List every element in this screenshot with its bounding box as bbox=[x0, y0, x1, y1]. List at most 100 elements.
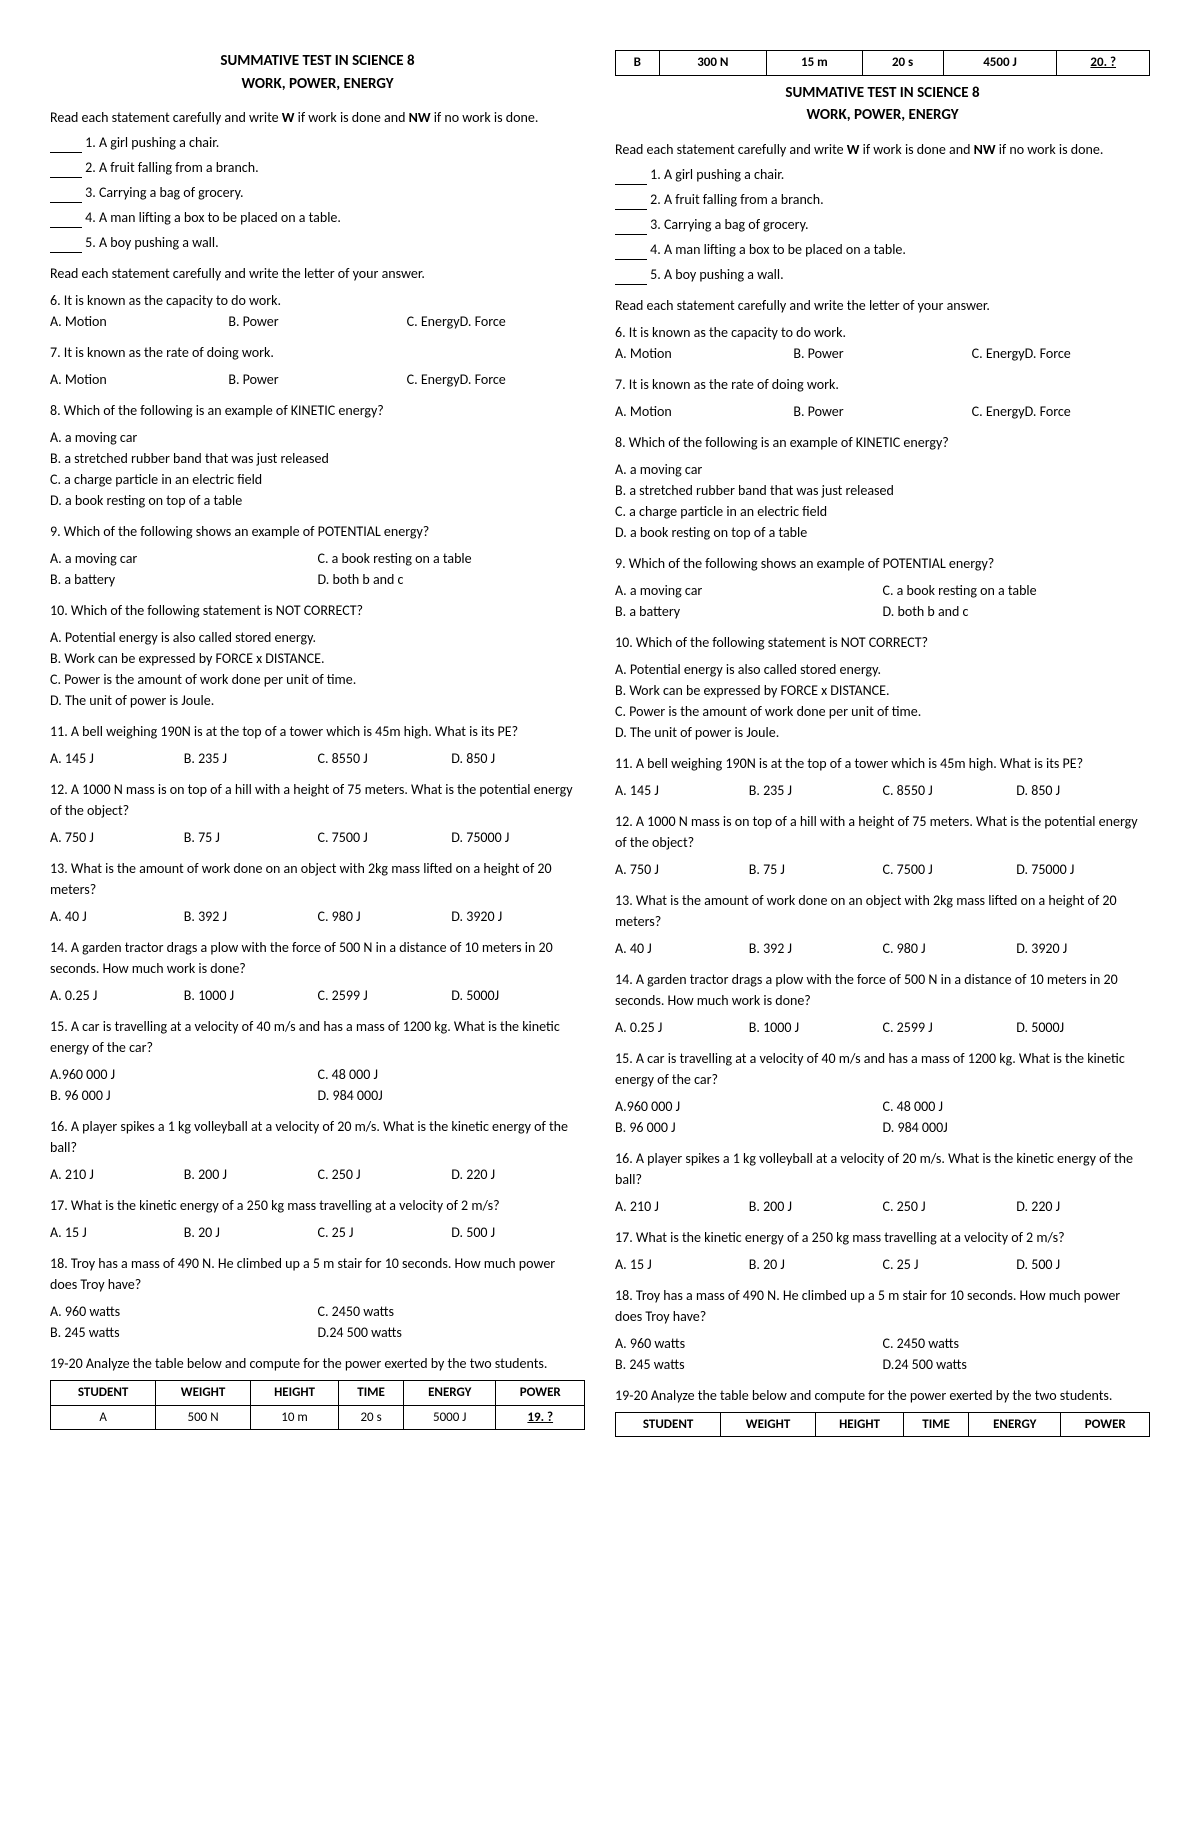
q12c: C. 7500 J bbox=[318, 827, 452, 848]
blank-3-r[interactable] bbox=[615, 234, 647, 235]
stmt-2-text-r: 2. A fruit falling from a branch. bbox=[647, 191, 824, 208]
q14: 14. A garden tractor drags a plow with t… bbox=[50, 937, 585, 979]
q10b-r: B. Work can be expressed by FORCE x DIST… bbox=[615, 680, 1150, 701]
q13d: D. 3920 J bbox=[451, 906, 585, 927]
blank-5-r[interactable] bbox=[615, 284, 647, 285]
q16-opts-r: A. 210 J B. 200 J C. 250 J D. 220 J bbox=[615, 1196, 1150, 1217]
q15d: D. 984 000J bbox=[318, 1085, 586, 1106]
cell-b-power: 20. ? bbox=[1057, 51, 1150, 76]
q17-r: 17. What is the kinetic energy of a 250 … bbox=[615, 1227, 1150, 1248]
subtitle: WORK, POWER, ENERGY bbox=[50, 73, 585, 96]
blank-4-r[interactable] bbox=[615, 259, 647, 260]
table-row-b-top: B 300 N 15 m 20 s 4500 J 20. ? bbox=[616, 51, 1150, 76]
q9c-r: C. a book resting on a table bbox=[883, 580, 1151, 601]
q15b-r: B. 96 000 J bbox=[615, 1117, 883, 1138]
q15-r: 15. A car is travelling at a velocity of… bbox=[615, 1048, 1150, 1090]
subtitle-r: WORK, POWER, ENERGY bbox=[615, 104, 1150, 127]
cell-b-time: 20 s bbox=[862, 51, 943, 76]
q12d: D. 75000 J bbox=[451, 827, 585, 848]
stmt-4: 4. A man lifting a box to be placed on a… bbox=[50, 207, 585, 228]
th-weight: WEIGHT bbox=[156, 1381, 251, 1406]
q12d-r: D. 75000 J bbox=[1016, 859, 1150, 880]
q17a-r: A. 15 J bbox=[615, 1254, 749, 1275]
th-energy: ENERGY bbox=[403, 1381, 496, 1406]
q9b: B. a battery bbox=[50, 569, 318, 590]
q11a-r: A. 145 J bbox=[615, 780, 749, 801]
q15a-r: A.960 000 J bbox=[615, 1096, 883, 1117]
left-column: SUMMATIVE TEST IN SCIENCE 8 WORK, POWER,… bbox=[50, 50, 585, 1437]
q9-opts-r: A. a moving car B. a battery C. a book r… bbox=[615, 580, 1150, 622]
q15c-r: C. 48 000 J bbox=[883, 1096, 1151, 1117]
q7-opts-r: A. Motion B. Power C. EnergyD. Force bbox=[615, 401, 1150, 422]
stmt-5-text: 5. A boy pushing a wall. bbox=[82, 234, 219, 251]
q14b: B. 1000 J bbox=[184, 985, 318, 1006]
q10a: A. Potential energy is also called store… bbox=[50, 627, 585, 648]
q12c-r: C. 7500 J bbox=[883, 859, 1017, 880]
q18: 18. Troy has a mass of 490 N. He climbed… bbox=[50, 1253, 585, 1295]
stmt-1-text-r: 1. A girl pushing a chair. bbox=[647, 166, 784, 183]
cell-b-weight: 300 N bbox=[659, 51, 767, 76]
q7-opts: A. Motion B. Power C. EnergyD. Force bbox=[50, 369, 585, 390]
blank-3[interactable] bbox=[50, 202, 82, 203]
q15-opts-r: A.960 000 J B. 96 000 J C. 48 000 J D. 9… bbox=[615, 1096, 1150, 1138]
q7c: C. Energy bbox=[407, 371, 460, 388]
cell-b-student: B bbox=[616, 51, 660, 76]
th-height: HEIGHT bbox=[250, 1381, 338, 1406]
q15b: B. 96 000 J bbox=[50, 1085, 318, 1106]
q10: 10. Which of the following statement is … bbox=[50, 600, 585, 621]
cell-a-power: 19. ? bbox=[496, 1405, 585, 1430]
blank-4[interactable] bbox=[50, 227, 82, 228]
q7cd: C. EnergyD. Force bbox=[407, 369, 585, 390]
q7b-r: B. Power bbox=[793, 401, 971, 422]
th-power: POWER bbox=[496, 1381, 585, 1406]
q18c: C. 2450 watts bbox=[318, 1301, 586, 1322]
q8a-r: A. a moving car bbox=[615, 459, 1150, 480]
q9b-r: B. a battery bbox=[615, 601, 883, 622]
q6-opts: A. Motion B. Power C. EnergyD. Force bbox=[50, 311, 585, 332]
q10-r: 10. Which of the following statement is … bbox=[615, 632, 1150, 653]
q17c: C. 25 J bbox=[318, 1222, 452, 1243]
th-time: TIME bbox=[339, 1381, 404, 1406]
table-header-row: STUDENT WEIGHT HEIGHT TIME ENERGY POWER bbox=[51, 1381, 585, 1406]
q14a-r: A. 0.25 J bbox=[615, 1017, 749, 1038]
q16d: D. 220 J bbox=[451, 1164, 585, 1185]
q16-r: 16. A player spikes a 1 kg volleyball at… bbox=[615, 1148, 1150, 1190]
q9d: D. both b and c bbox=[318, 569, 586, 590]
q7d-r: D. Force bbox=[1025, 403, 1071, 420]
q12-r: 12. A 1000 N mass is on top of a hill wi… bbox=[615, 811, 1150, 853]
q8a: A. a moving car bbox=[50, 427, 585, 448]
q6a-r: A. Motion bbox=[615, 343, 793, 364]
q17b-r: B. 20 J bbox=[749, 1254, 883, 1275]
stmt-5-text-r: 5. A boy pushing a wall. bbox=[647, 266, 784, 283]
stmt-3-text: 3. Carrying a bag of grocery. bbox=[82, 184, 244, 201]
intro-end-r: if no work is done. bbox=[996, 141, 1104, 158]
th-time-r: TIME bbox=[904, 1412, 969, 1437]
blank-5[interactable] bbox=[50, 252, 82, 253]
blank-1-r[interactable] bbox=[615, 184, 647, 185]
q16c: C. 250 J bbox=[318, 1164, 452, 1185]
q18d: D.24 500 watts bbox=[318, 1322, 586, 1343]
power-table-right: STUDENT WEIGHT HEIGHT TIME ENERGY POWER bbox=[615, 1412, 1150, 1438]
blank-2-r[interactable] bbox=[615, 209, 647, 210]
q17a: A. 15 J bbox=[50, 1222, 184, 1243]
q18b-r: B. 245 watts bbox=[615, 1354, 883, 1375]
q13-r: 13. What is the amount of work done on a… bbox=[615, 890, 1150, 932]
q17: 17. What is the kinetic energy of a 250 … bbox=[50, 1195, 585, 1216]
q6cd: C. EnergyD. Force bbox=[407, 311, 585, 332]
q14-opts-r: A. 0.25 J B. 1000 J C. 2599 J D. 5000J bbox=[615, 1017, 1150, 1038]
q18a-r: A. 960 watts bbox=[615, 1333, 883, 1354]
blank-1[interactable] bbox=[50, 152, 82, 153]
power-table-left: STUDENT WEIGHT HEIGHT TIME ENERGY POWER … bbox=[50, 1380, 585, 1430]
q16d-r: D. 220 J bbox=[1016, 1196, 1150, 1217]
q15d-r: D. 984 000J bbox=[883, 1117, 1151, 1138]
intro2: Read each statement carefully and write … bbox=[50, 263, 585, 284]
q8: 8. Which of the following is an example … bbox=[50, 400, 585, 421]
blank-2[interactable] bbox=[50, 177, 82, 178]
q14d: D. 5000J bbox=[451, 985, 585, 1006]
q9d-r: D. both b and c bbox=[883, 601, 1151, 622]
stmt-4-text-r: 4. A man lifting a box to be placed on a… bbox=[647, 241, 906, 258]
q17d: D. 500 J bbox=[451, 1222, 585, 1243]
q6-opts-r: A. Motion B. Power C. EnergyD. Force bbox=[615, 343, 1150, 364]
q14b-r: B. 1000 J bbox=[749, 1017, 883, 1038]
table-header-row-r: STUDENT WEIGHT HEIGHT TIME ENERGY POWER bbox=[616, 1412, 1150, 1437]
